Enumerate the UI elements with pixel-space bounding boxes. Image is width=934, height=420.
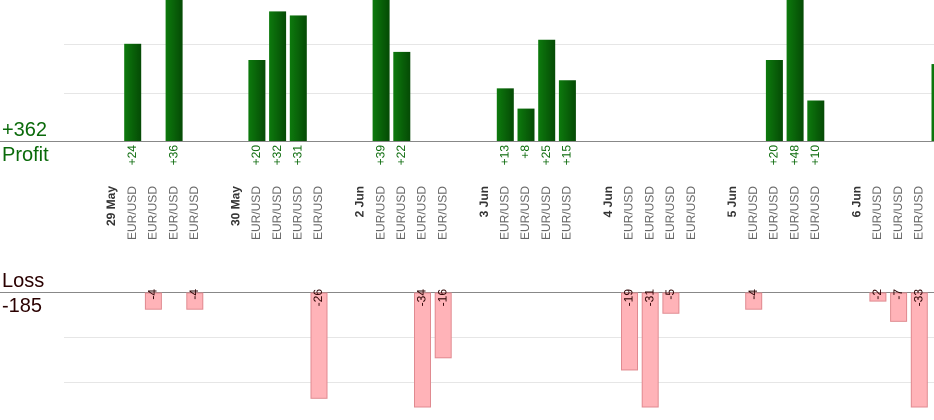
pair-label: EUR/USD <box>394 186 408 240</box>
loss-value-label: -4 <box>187 289 201 300</box>
pair-label: EUR/USD <box>497 186 511 240</box>
pair-label: EUR/USD <box>166 186 180 240</box>
profit-value-label: +31 <box>290 145 304 166</box>
loss-value-label: -31 <box>642 289 656 307</box>
loss-bar <box>745 292 763 310</box>
loss-bar <box>434 292 452 359</box>
date-label: 2 Jun <box>353 186 367 217</box>
loss-value-label: -7 <box>891 289 905 300</box>
loss-value-label: -16 <box>435 289 449 307</box>
profit-value-label: +8 <box>518 145 532 159</box>
pair-label: EUR/USD <box>146 186 160 240</box>
loss-bar <box>414 292 431 408</box>
date-label: 3 Jun <box>477 186 491 217</box>
loss-bar <box>869 292 887 302</box>
date-label: 5 Jun <box>725 186 739 217</box>
profit-value-label: +22 <box>394 145 408 166</box>
profit-value-label: +20 <box>249 145 263 166</box>
profit-value-label: +32 <box>270 145 284 166</box>
pair-label: EUR/USD <box>125 186 139 240</box>
profit-bar <box>496 88 514 141</box>
profit-value-label: +25 <box>539 145 553 166</box>
profit-bar <box>807 100 825 141</box>
pair-label: EUR/USD <box>911 186 925 240</box>
loss-bar <box>910 292 928 408</box>
loss-bar <box>641 292 659 408</box>
date-label: 29 May <box>104 186 118 226</box>
profit-bar <box>765 60 783 141</box>
pair-label: EUR/USD <box>663 186 677 240</box>
loss-value-label: -5 <box>663 289 677 300</box>
profit-value-label: +19 <box>932 145 934 166</box>
profit-value-label: +15 <box>560 145 574 166</box>
pair-label: EUR/USD <box>767 186 781 240</box>
loss-bar <box>621 292 638 371</box>
loss-label: Loss <box>2 270 45 292</box>
loss-value-label: -2 <box>870 289 884 300</box>
profit-total: +362 <box>2 119 48 141</box>
profit-bar <box>538 39 556 141</box>
pair-label: EUR/USD <box>684 186 698 240</box>
profit-bar <box>931 64 934 141</box>
pair-label: EUR/USD <box>808 186 822 240</box>
profit-value-label: +10 <box>808 145 822 166</box>
pair-label: EUR/USD <box>373 186 387 240</box>
bar-labels: 29 May 30 May 2 Jun 3 Jun 4 Jun 5 Jun 6 Jun +24… <box>104 145 934 307</box>
date-label: 30 May <box>228 186 242 226</box>
profit-value-label: +36 <box>166 145 180 166</box>
pair-label: EUR/USD <box>518 186 532 240</box>
profit-bar <box>517 108 535 141</box>
pair-label: EUR/USD <box>642 186 656 240</box>
pair-label: EUR/USD <box>290 186 304 240</box>
loss-value-label: -4 <box>146 289 160 300</box>
pair-label: EUR/USD <box>891 186 905 240</box>
profit-bar <box>269 11 287 142</box>
pair-label: EUR/USD <box>435 186 449 240</box>
loss-value-label: -26 <box>311 289 325 307</box>
loss-bar <box>662 292 680 314</box>
profit-bar <box>289 15 307 142</box>
profit-value-label: +20 <box>767 145 781 166</box>
loss-bar <box>890 292 908 322</box>
pair-label: EUR/USD <box>187 186 201 240</box>
pair-label: EUR/USD <box>415 186 429 240</box>
profit-value-label: +48 <box>787 145 801 166</box>
date-label: 6 Jun <box>849 186 863 217</box>
profit-bar <box>393 51 411 141</box>
pair-label: EUR/USD <box>270 186 284 240</box>
loss-bar <box>144 292 162 310</box>
pair-label: EUR/USD <box>870 186 884 240</box>
profit-bar <box>786 0 804 141</box>
bars <box>124 0 934 408</box>
loss-value-label: -19 <box>622 289 636 307</box>
profit-value-label: +13 <box>497 145 511 166</box>
pair-label: EUR/USD <box>249 186 263 240</box>
profit-bar <box>558 80 576 141</box>
loss-value-label: -34 <box>415 289 429 307</box>
pair-label: EUR/USD <box>746 186 760 240</box>
profit-value-label: +24 <box>125 145 139 166</box>
pair-label: EUR/USD <box>560 186 574 240</box>
loss-value-label: -4 <box>746 289 760 300</box>
profit-value-label: +39 <box>373 145 387 166</box>
pair-label: EUR/USD <box>539 186 553 240</box>
pair-label: EUR/USD <box>311 186 325 240</box>
profit-bar <box>372 0 390 141</box>
loss-total: -185 <box>2 295 43 317</box>
pair-label: EUR/USD <box>787 186 801 240</box>
loss-value-label: -33 <box>911 289 925 307</box>
loss-bar <box>310 292 328 399</box>
pair-label: EUR/USD <box>622 186 636 240</box>
profit-bar <box>165 0 183 141</box>
profit-bar <box>248 60 266 141</box>
profit-label: Profit <box>2 144 49 166</box>
pair-label: EUR/USD <box>932 186 934 240</box>
profit-bar <box>124 43 142 141</box>
date-label: 4 Jun <box>601 186 615 217</box>
loss-bar <box>186 292 204 310</box>
